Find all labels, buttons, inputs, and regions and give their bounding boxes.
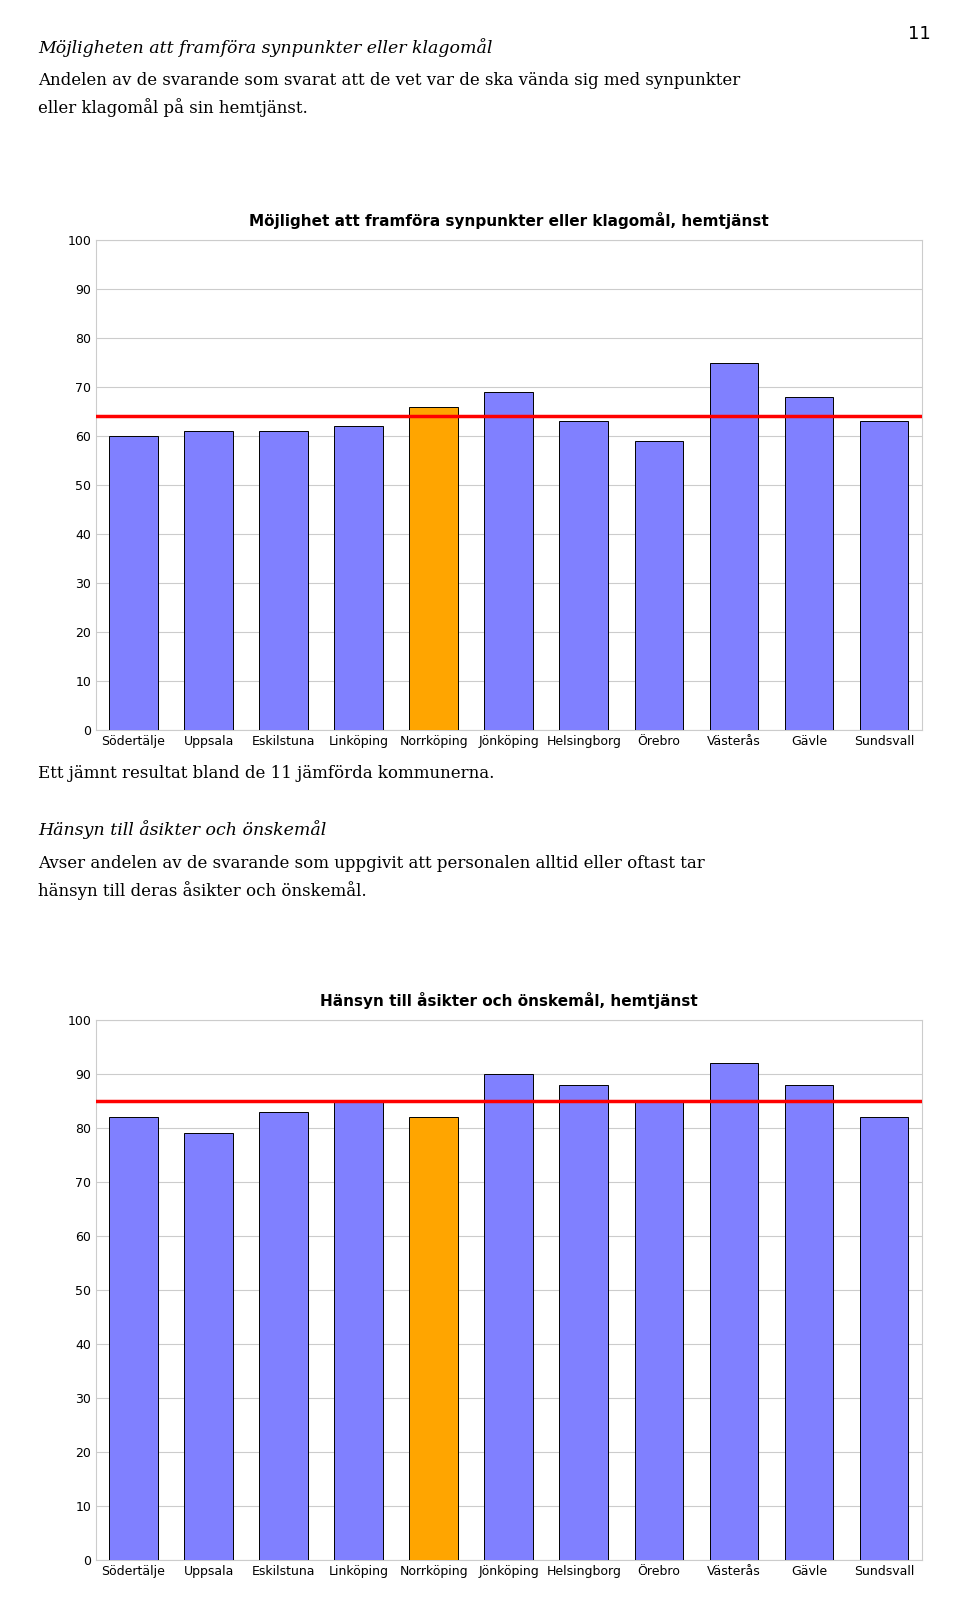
Bar — [184, 431, 233, 729]
Bar — [860, 1117, 908, 1559]
Text: Andelen av de svarande som svarat att de vet var de ska vända sig med synpunkter: Andelen av de svarande som svarat att de… — [38, 71, 741, 117]
Bar — [560, 1084, 609, 1559]
Bar — [635, 441, 684, 729]
Text: Hänsyn till åsikter och önskemål: Hänsyn till åsikter och önskemål — [38, 820, 326, 840]
Bar — [784, 397, 833, 729]
Bar — [485, 1075, 533, 1559]
Bar — [709, 363, 758, 729]
Bar — [860, 421, 908, 729]
Title: Hänsyn till åsikter och önskemål, hemtjänst: Hänsyn till åsikter och önskemål, hemtjä… — [320, 992, 698, 1010]
Bar — [485, 392, 533, 729]
Bar — [784, 1084, 833, 1559]
Text: Ett jämnt resultat bland de 11 jämförda kommunerna.: Ett jämnt resultat bland de 11 jämförda … — [38, 765, 494, 781]
Bar — [635, 1101, 684, 1559]
Bar — [334, 1101, 383, 1559]
Bar — [259, 431, 308, 729]
Bar — [334, 426, 383, 729]
Bar — [409, 1117, 458, 1559]
Bar — [109, 1117, 157, 1559]
Bar — [259, 1112, 308, 1559]
Bar — [409, 407, 458, 729]
Bar — [109, 436, 157, 729]
Text: Avser andelen av de svarande som uppgivit att personalen alltid eller oftast tar: Avser andelen av de svarande som uppgivi… — [38, 854, 706, 900]
Bar — [709, 1063, 758, 1559]
Bar — [560, 421, 609, 729]
Text: Möjligheten att framföra synpunkter eller klagomål: Möjligheten att framföra synpunkter elle… — [38, 37, 492, 57]
Bar — [184, 1133, 233, 1559]
Text: 11: 11 — [908, 24, 931, 44]
Title: Möjlighet att framföra synpunkter eller klagomål, hemtjänst: Möjlighet att framföra synpunkter eller … — [249, 212, 769, 229]
